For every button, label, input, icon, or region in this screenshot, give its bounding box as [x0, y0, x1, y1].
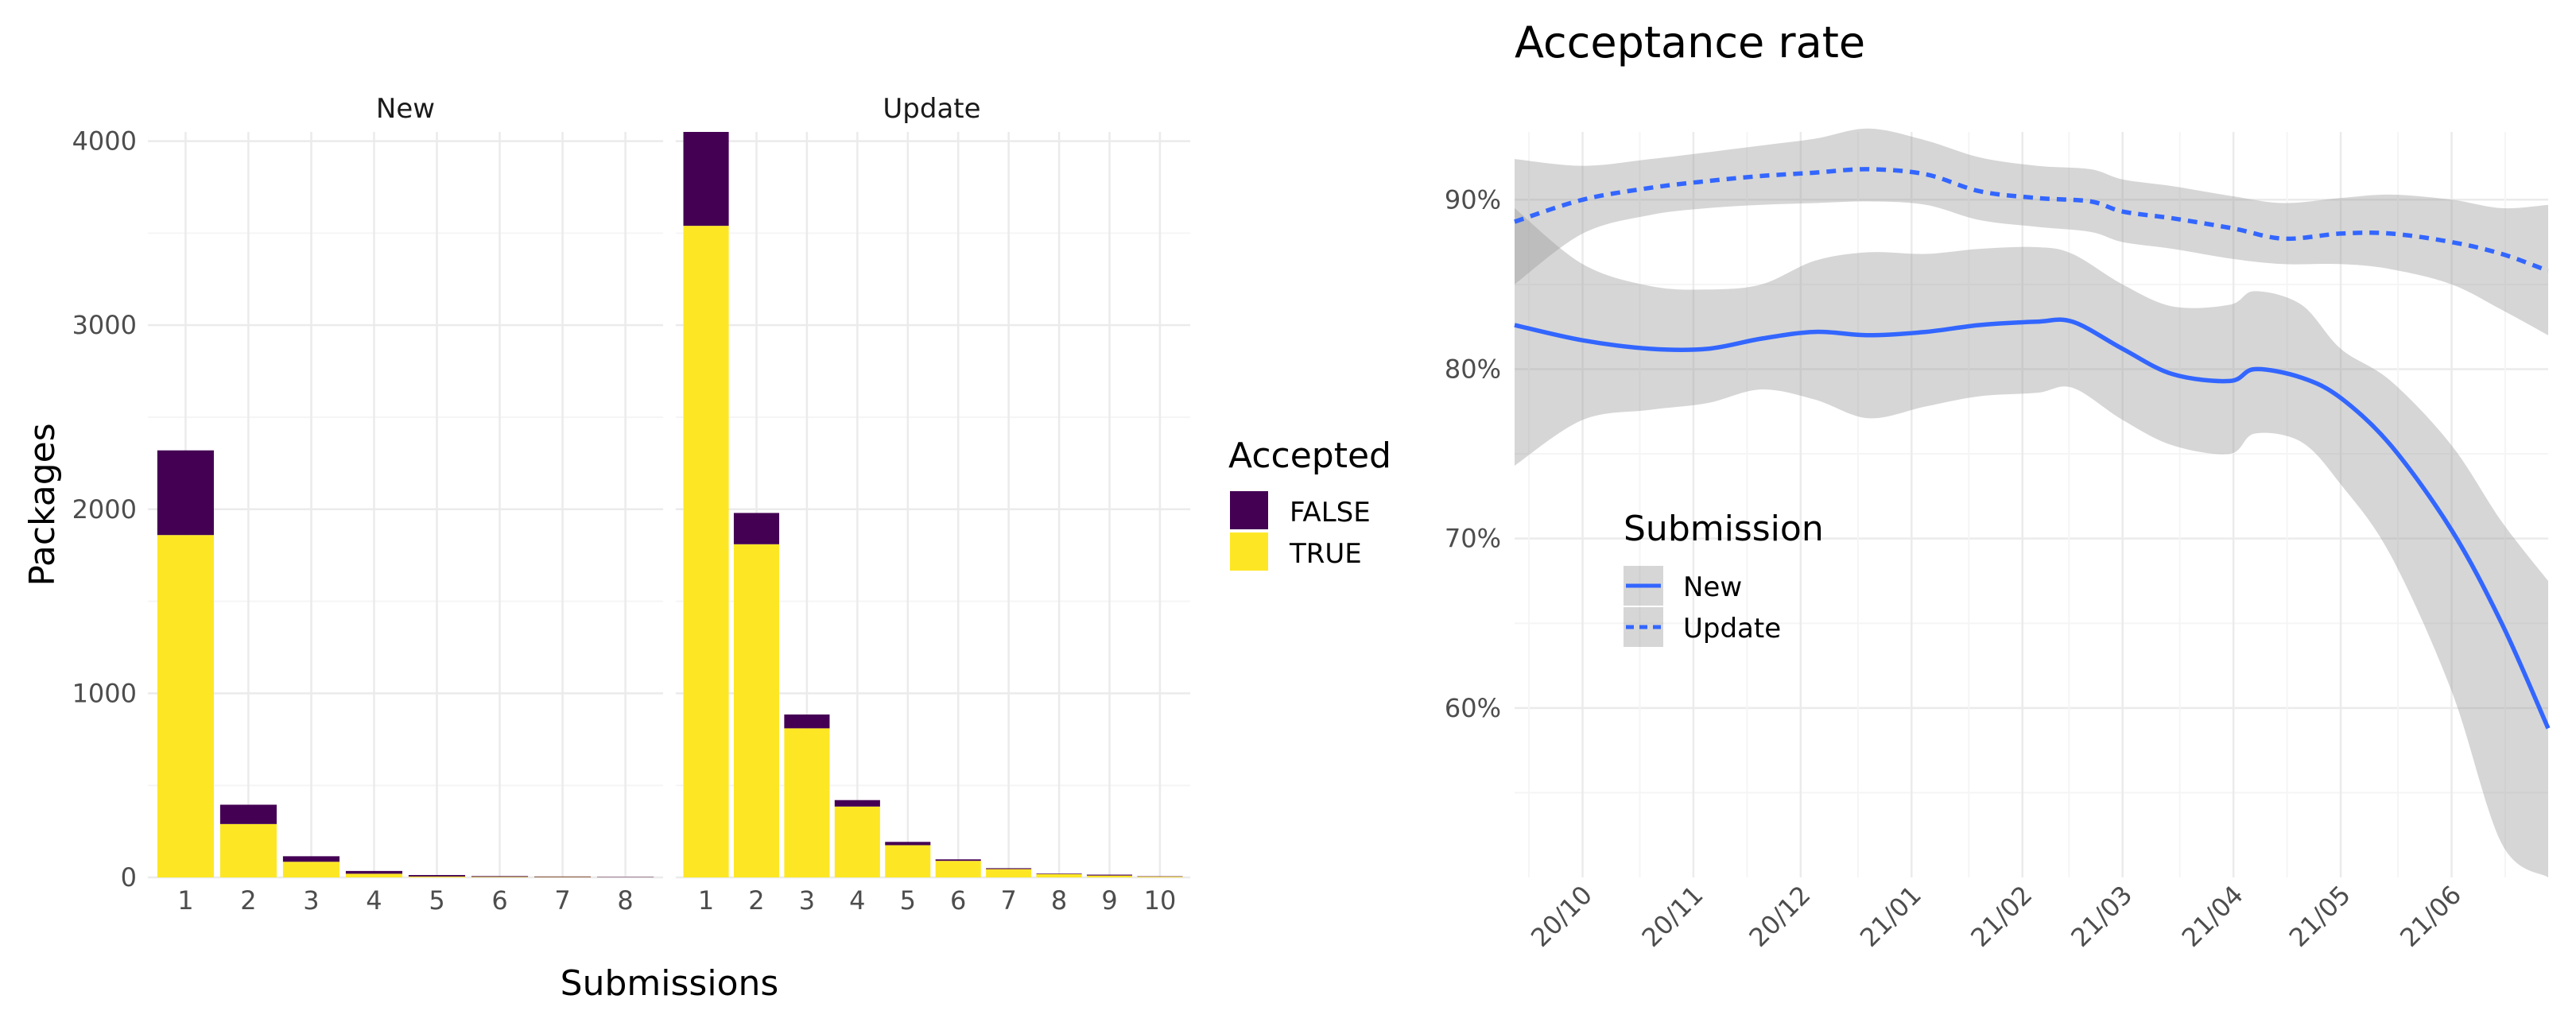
confidence-ribbons: [1515, 128, 2548, 877]
bar-chart: 1 2 3 4 5 6 7 8 1 2 3 4 5 6 7 8 9 10 0 1000 2000 3000 4000 N…: [22, 93, 1391, 1004]
x-tick-label: 6: [950, 885, 966, 916]
legend-label-new: New: [1683, 571, 1742, 603]
legend-swatch-true: [1230, 532, 1268, 571]
bar-true: [784, 728, 830, 877]
bar-false: [282, 856, 340, 862]
line-chart-grid: [1515, 132, 2548, 877]
y-tick-label: 90%: [1445, 184, 1501, 215]
x-tick-label: 2: [240, 885, 256, 916]
bar-false: [683, 132, 729, 227]
bar-true: [834, 806, 880, 877]
x-tick-label: 7: [1000, 885, 1016, 916]
bar-true: [1086, 875, 1133, 877]
x-tick-label: 21/05: [2283, 880, 2357, 953]
y-tick-label: 60%: [1445, 693, 1501, 723]
facet-panel-update: 1 2 3 4 5 6 7 8 9 10: [676, 132, 1190, 916]
bar-false: [986, 868, 1032, 869]
x-tick-label: 4: [849, 885, 865, 916]
facet-label-update: Update: [883, 93, 980, 125]
bar-false: [935, 859, 981, 862]
x-tick-label: 10: [1144, 885, 1177, 916]
x-tick-label: 6: [491, 885, 507, 916]
bar-false: [733, 513, 780, 544]
bar-false: [885, 842, 931, 846]
y-tick-label: 70%: [1445, 524, 1501, 554]
x-tick-label: 5: [900, 885, 916, 916]
x-tick-label: 20/12: [1743, 880, 1816, 953]
x-tick-label: 21/01: [1854, 880, 1927, 953]
x-tick-label: 7: [554, 885, 570, 916]
y-tick-label: 1000: [72, 678, 137, 708]
y-tick-label: 80%: [1445, 354, 1501, 384]
x-tick-label: 21/04: [2176, 880, 2249, 953]
bar-false: [834, 800, 880, 807]
x-tick-label: 8: [1051, 885, 1067, 916]
bar-false: [1086, 874, 1133, 876]
x-tick-label: 2: [748, 885, 764, 916]
x-tick-label: 8: [617, 885, 633, 916]
bar-y-ticks: 0 1000 2000 3000 4000: [72, 126, 137, 893]
legend-swatch-false: [1230, 491, 1268, 529]
bar-true: [683, 226, 729, 877]
bar-true: [345, 873, 403, 877]
bar-true: [986, 869, 1032, 877]
x-tick-label: 21/03: [2065, 880, 2138, 953]
bar-false: [1036, 873, 1082, 874]
series-line-new: [1514, 317, 2551, 730]
x-tick-label: 9: [1101, 885, 1117, 916]
x-tick-label: 3: [303, 885, 319, 916]
bar-true: [219, 823, 277, 877]
y-tick-label: 2000: [72, 494, 137, 525]
line-legend: Submission New Update: [1624, 509, 1824, 647]
bar-true: [935, 861, 981, 877]
x-tick-label: 1: [177, 885, 193, 916]
bar-false: [471, 876, 529, 877]
x-tick-label: 20/11: [1635, 880, 1709, 953]
bar-true: [1036, 873, 1082, 877]
bar-legend-title: Accepted: [1228, 436, 1391, 476]
facet-label-new: New: [376, 93, 435, 125]
y-tick-label: 3000: [72, 310, 137, 340]
x-tick-label: 21/02: [1965, 880, 2038, 953]
line-series: [1514, 167, 2551, 730]
bar-false: [345, 870, 403, 874]
line-x-ticks: 20/10 20/11 20/12 21/01 21/02 21/03 21/04 21/05…: [1525, 880, 2467, 953]
x-tick-label: 21/06: [2394, 880, 2467, 953]
bar-false: [157, 450, 214, 536]
line-y-ticks: 60% 70% 80% 90%: [1445, 184, 1501, 723]
line-chart-title: Acceptance rate: [1515, 17, 1865, 68]
bar-legend: Accepted FALSE TRUE: [1228, 436, 1391, 571]
y-tick-label: 0: [121, 862, 137, 893]
bar-true: [733, 544, 780, 877]
x-tick-label: 20/10: [1525, 880, 1598, 953]
bar-y-axis-title: Packages: [22, 423, 63, 586]
x-tick-label: 5: [429, 885, 444, 916]
y-tick-label: 4000: [72, 126, 137, 157]
x-tick-label: 1: [698, 885, 714, 916]
facet-panel-new: 1 2 3 4 5 6 7 8: [148, 132, 663, 916]
legend-label-true: TRUE: [1289, 538, 1362, 570]
legend-label-false: FALSE: [1290, 497, 1371, 529]
bar-false: [784, 714, 830, 729]
bar-true: [157, 535, 214, 877]
line-legend-title: Submission: [1624, 509, 1824, 549]
bar-true: [282, 862, 340, 877]
series-line-update: [1514, 167, 2549, 273]
bar-x-axis-title: Submissions: [561, 963, 779, 1004]
x-tick-label: 3: [799, 885, 815, 916]
x-tick-label: 4: [366, 885, 382, 916]
legend-label-update: Update: [1683, 613, 1781, 645]
bar-false: [408, 874, 466, 877]
line-chart: Acceptance rate 60%70%80%90% 20/10 20/11 2…: [1445, 17, 2551, 953]
bar-false: [219, 804, 277, 824]
bar-true: [885, 845, 931, 877]
ribbon-update: [1515, 128, 2548, 335]
